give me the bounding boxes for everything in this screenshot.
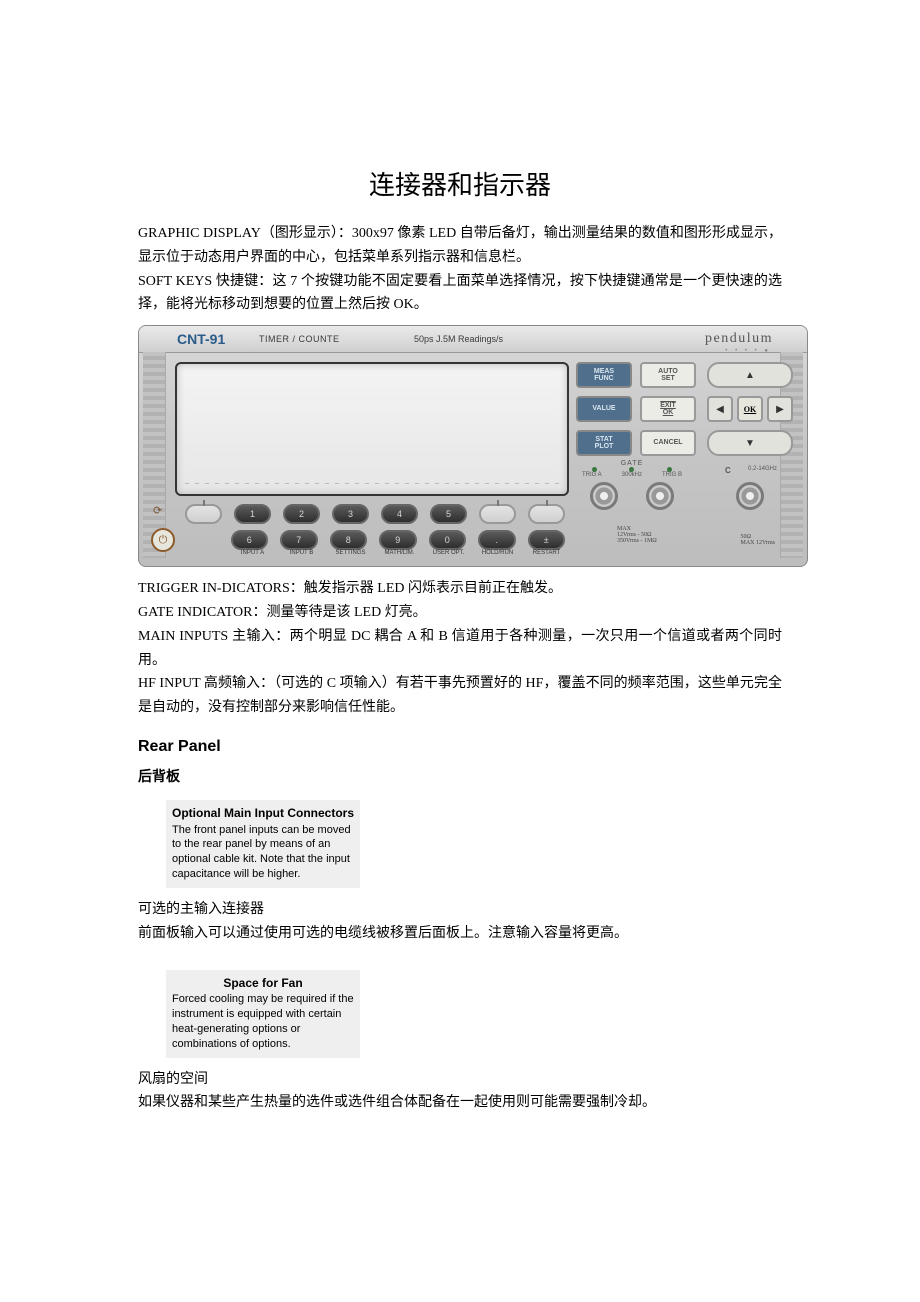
auto-set-key[interactable]: AUTOSET: [640, 362, 696, 388]
brand-label: pendulum: [705, 331, 773, 347]
input-c-label: C: [725, 466, 731, 475]
num-key-3[interactable]: 3: [332, 504, 369, 524]
softkey-row-bottom: 6 7 8 9 0 . ±: [185, 530, 565, 550]
paragraph-main-inputs: MAIN INPUTS 主输入：两个明显 DC 耦合 A 和 B 信道用于各种测…: [138, 625, 782, 673]
callout1-title: Optional Main Input Connectors: [170, 804, 356, 822]
callout-optional-inputs: Optional Main Input Connectors The front…: [166, 800, 360, 888]
function-key-grid: MEASFUNC AUTOSET VALUE EXITOK STATPLOT C…: [576, 362, 696, 456]
lbl-input-a: INPUT A: [234, 550, 271, 556]
stat-plot-key[interactable]: STATPLOT: [576, 430, 632, 456]
callout1-body: The front panel inputs can be moved to t…: [170, 822, 356, 884]
lbl-settings: SETTINGS: [332, 550, 369, 556]
select-icon: ⟳: [153, 504, 169, 518]
num-key-dot[interactable]: .: [478, 530, 516, 550]
fan-space-body-cn: 如果仪器和某些产生热量的选件或选件组合体配备在一起使用则可能需要强制冷却。: [138, 1091, 782, 1115]
gate-mid-label: 300kHz: [622, 472, 642, 478]
lbl-restart: RESTART: [528, 550, 565, 556]
softkey-row-top: 1 2 3 4 5: [185, 504, 565, 524]
meas-func-key[interactable]: MEASFUNC: [576, 362, 632, 388]
num-key-8[interactable]: 8: [330, 530, 368, 550]
ok-key[interactable]: OK: [737, 396, 763, 422]
softkey-label-row: INPUT A INPUT B SETTINGS MATH/LIM. USER …: [185, 550, 565, 556]
num-key-1[interactable]: 1: [234, 504, 271, 524]
lbl-input-b: INPUT B: [283, 550, 320, 556]
input-a-bnc[interactable]: [590, 482, 618, 510]
gate-label-row: TRIG A 300kHz TRIG B: [576, 472, 688, 478]
right-arrow-key[interactable]: ▶: [767, 396, 793, 422]
graphic-display: [175, 362, 569, 496]
panel-top-strip: CNT-91 TIMER / COUNTE 50ps J.5M Readings…: [139, 326, 807, 353]
lbl-useropt: USER OPT.: [430, 550, 467, 556]
fan-space-title-cn: 风扇的空间: [138, 1068, 782, 1092]
brand-dots: • • • • ●: [725, 348, 771, 354]
callout-space-for-fan: Space for Fan Forced cooling may be requ…: [166, 970, 360, 1058]
num-key-pm[interactable]: ±: [528, 530, 566, 550]
front-panel-figure: CNT-91 TIMER / COUNTE 50ps J.5M Readings…: [138, 325, 782, 567]
num-key-4[interactable]: 4: [381, 504, 418, 524]
instrument-panel: CNT-91 TIMER / COUNTE 50ps J.5M Readings…: [138, 325, 808, 567]
optional-inputs-body-cn: 前面板输入可以通过使用可选的电缆线被移置后面板上。注意输入容量将更高。: [138, 922, 782, 946]
blank-key-3[interactable]: [528, 504, 565, 524]
num-key-2[interactable]: 2: [283, 504, 320, 524]
intro-paragraph-2: SOFT KEYS 快捷键：这 7 个按键功能不固定要看上面菜单选择情况，按下快…: [138, 270, 782, 318]
paragraph-gate: GATE INDICATOR：测量等待是该 LED 灯亮。: [138, 601, 782, 625]
gate-title: GATE: [576, 460, 688, 467]
max-rating-c: 50ΩMAX 12Vrms: [741, 534, 775, 546]
blank-key-1[interactable]: [185, 504, 222, 524]
lbl-holdrun: HOLD/RUN: [479, 550, 516, 556]
exit-ok-key[interactable]: EXITOK: [640, 396, 696, 422]
power-button[interactable]: ⏻: [151, 528, 175, 552]
rear-panel-heading-cn: 后背板: [138, 766, 782, 786]
document-page: 连接器和指示器 GRAPHIC DISPLAY（图形显示）：300x97 像素 …: [0, 0, 920, 1175]
input-c-area: C 0.2-14GHz: [723, 466, 777, 512]
page-title: 连接器和指示器: [138, 165, 782, 202]
row2-gap: [185, 530, 219, 546]
paragraph-hf-input: HF INPUT 高频输入：（可选的 C 项输入）有若干事先预置好的 HF，覆盖…: [138, 672, 782, 720]
rear-panel-heading-en: Rear Panel: [138, 738, 782, 756]
lbl-mathlim: MATH/LIM.: [381, 550, 418, 556]
bnc-input-row: [576, 480, 688, 512]
input-b-bnc[interactable]: [646, 482, 674, 510]
arrow-key-column: ▲ ◀ OK ▶ ▼: [707, 362, 793, 456]
value-key[interactable]: VALUE: [576, 396, 632, 422]
optional-inputs-title-cn: 可选的主输入连接器: [138, 898, 782, 922]
num-key-9[interactable]: 9: [379, 530, 417, 550]
paragraph-trigger: TRIGGER IN-DICATORS：触发指示器 LED 闪烁表示目前正在触发…: [138, 577, 782, 601]
trig-b-label: TRIG B: [662, 472, 682, 478]
gate-area: GATE TRIG A 300kHz TRIG B: [576, 460, 688, 512]
num-key-7[interactable]: 7: [280, 530, 318, 550]
input-c-range: 0.2-14GHz: [723, 466, 777, 472]
left-arrow-key[interactable]: ◀: [707, 396, 733, 422]
num-key-6[interactable]: 6: [231, 530, 269, 550]
down-arrow-key[interactable]: ▼: [707, 430, 793, 456]
blank-key-2[interactable]: [479, 504, 516, 524]
callout2-body: Forced cooling may be required if the in…: [170, 991, 356, 1053]
trig-a-label: TRIG A: [582, 472, 602, 478]
callout2-title: Space for Fan: [170, 974, 356, 992]
readings-label: 50ps J.5M Readings/s: [414, 334, 503, 344]
lbl-gap: [185, 550, 222, 556]
num-key-0[interactable]: 0: [429, 530, 467, 550]
max-rating-ab: MAX12Vrms - 50Ω350Vrms - 1MΩ: [617, 526, 657, 544]
up-arrow-key[interactable]: ▲: [707, 362, 793, 388]
arrow-middle-row: ◀ OK ▶: [707, 396, 793, 422]
input-c-bnc[interactable]: [736, 482, 764, 510]
model-label: CNT-91: [177, 331, 225, 347]
model-subtitle: TIMER / COUNTE: [259, 334, 340, 344]
num-key-5[interactable]: 5: [430, 504, 467, 524]
intro-paragraph-1: GRAPHIC DISPLAY（图形显示）：300x97 像素 LED 自带后备…: [138, 222, 782, 270]
cancel-key[interactable]: CANCEL: [640, 430, 696, 456]
